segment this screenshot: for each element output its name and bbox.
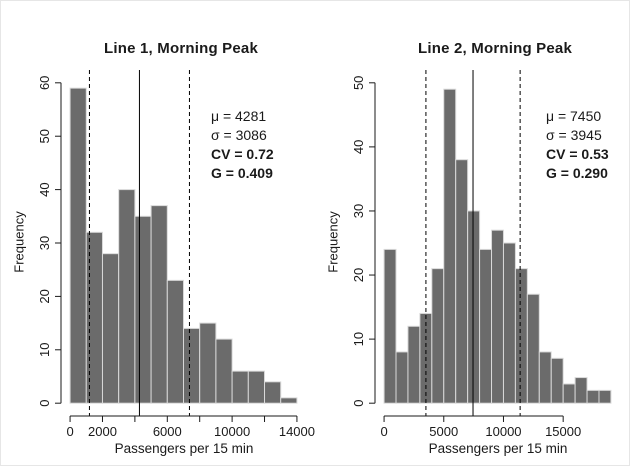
chart-title-line2: Line 2, Morning Peak xyxy=(417,40,573,57)
histogram-bar xyxy=(247,370,266,404)
histogram-bar xyxy=(85,231,103,404)
histogram-bar xyxy=(118,189,136,404)
histogram-bar xyxy=(134,215,152,404)
histogram-panel-line2: 0 10 20 30 40 50 0 5000 10000 15000 Line 2, Morni… xyxy=(315,1,629,465)
stat-cv: CV = 0.72 xyxy=(211,146,274,162)
stat-mean: μ = 4281 xyxy=(211,108,267,124)
y-tick-label: 30 xyxy=(351,204,366,218)
stat-mean: μ = 7450 xyxy=(546,108,602,124)
histogram-bar xyxy=(407,325,421,404)
histogram-bar xyxy=(231,370,249,404)
y-tick-label: 0 xyxy=(37,400,52,407)
histogram-bar xyxy=(264,381,282,404)
y-tick-label: 30 xyxy=(37,236,52,250)
histogram-plot-line1: 0 10 20 30 40 50 60 0 2000 6000 10000 14000 xyxy=(37,70,315,439)
y-tick-label: 40 xyxy=(37,182,52,196)
stat-gini: G = 0.290 xyxy=(546,165,608,181)
stat-gini: G = 0.409 xyxy=(211,165,273,181)
x-tick-label: 0 xyxy=(66,424,73,439)
histogram-bar xyxy=(395,351,409,404)
histogram-plot-line2: 0 10 20 30 40 50 0 5000 10000 15000 xyxy=(351,70,612,439)
histogram-panel-line1: 0 10 20 30 40 50 60 0 2000 6000 10000 14000 Line 1,… xyxy=(1,1,316,465)
histogram-bar xyxy=(199,322,217,404)
stat-sd: σ = 3945 xyxy=(546,127,602,143)
y-tick-label: 10 xyxy=(351,332,366,346)
x-tick-label: 5000 xyxy=(429,424,458,439)
histogram-bar xyxy=(467,210,481,404)
chart-title-line1: Line 1, Morning Peak xyxy=(103,40,259,57)
y-tick-label: 60 xyxy=(37,76,52,90)
x-tick-label: 10000 xyxy=(214,424,250,439)
stat-sd: σ = 3086 xyxy=(211,127,267,143)
y-tick-label: 20 xyxy=(351,268,366,282)
histogram-bar xyxy=(574,377,588,404)
histogram-bar xyxy=(550,357,564,404)
stats-annotation-line2: μ = 7450 σ = 3945 CV = 0.53 G = 0.290 xyxy=(546,107,609,183)
histogram-bar xyxy=(598,389,612,404)
histogram-bar xyxy=(538,351,552,404)
histogram-bar xyxy=(502,242,516,404)
histogram-bar xyxy=(443,88,457,404)
histogram-bar xyxy=(383,248,397,404)
y-tick-label: 50 xyxy=(351,76,366,90)
x-tick-label: 14000 xyxy=(279,424,315,439)
histogram-bar xyxy=(455,159,469,404)
histogram-bar xyxy=(479,248,493,404)
y-tick-label: 10 xyxy=(37,343,52,357)
histogram-bar xyxy=(526,293,540,404)
y-axis-label-line1: Frequency xyxy=(11,211,27,273)
histogram-bar xyxy=(280,397,298,404)
histogram-bar xyxy=(183,327,201,404)
histogram-bar xyxy=(150,205,168,404)
y-axis-label-line2: Frequency xyxy=(325,211,341,273)
histogram-bar xyxy=(562,383,576,404)
histogram-bar xyxy=(215,338,233,404)
x-axis-label-line1: Passengers per 15 min xyxy=(114,441,254,456)
x-tick-label: 15000 xyxy=(545,424,581,439)
y-tick-label: 40 xyxy=(351,140,366,154)
histogram-bar xyxy=(586,389,600,404)
x-tick-label: 10000 xyxy=(485,424,521,439)
x-tick-label: 2000 xyxy=(88,424,117,439)
y-tick-label: 50 xyxy=(37,129,52,143)
y-tick-label: 20 xyxy=(37,289,52,303)
histogram-bar xyxy=(101,253,120,404)
histogram-bar xyxy=(431,268,445,404)
histogram-bar xyxy=(514,268,528,404)
y-tick-label: 0 xyxy=(351,400,366,407)
stats-annotation-line1: μ = 4281 σ = 3086 CV = 0.72 G = 0.409 xyxy=(211,107,274,183)
histogram-bar xyxy=(491,229,504,404)
x-tick-label: 6000 xyxy=(153,424,182,439)
stat-cv: CV = 0.53 xyxy=(546,146,609,162)
histogram-bar xyxy=(69,87,87,404)
x-tick-label: 0 xyxy=(380,424,387,439)
x-axis-label-line2: Passengers per 15 min xyxy=(428,441,568,456)
histogram-bar xyxy=(166,279,185,404)
